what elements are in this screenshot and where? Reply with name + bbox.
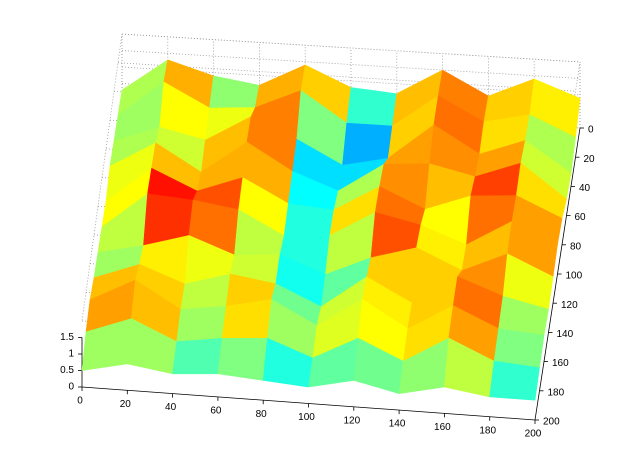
surface-patch [493,328,545,369]
y-tick-label: 200 [543,417,560,428]
x-tick-label: 200 [525,429,542,440]
x-tick-label: 40 [165,402,177,413]
x-tick-label: 0 [77,396,83,407]
x-tick-label: 160 [434,422,451,433]
z-tick-label: 0 [68,382,74,393]
surface-patch [489,360,540,401]
y-tick-label: 120 [561,300,578,311]
x-tick-label: 60 [210,406,222,417]
y-tick-label: 80 [570,241,582,252]
x-axis [81,386,536,421]
y-tick-label: 180 [548,387,565,398]
y-tick-label: 100 [566,271,583,282]
y-tick-label: 0 [588,125,594,136]
grid-line [117,62,576,92]
x-tick-label: 100 [298,412,315,423]
z-tick-label: 0.5 [60,365,74,376]
surface-patch [346,87,398,127]
y-tick-label: 160 [552,358,569,369]
x-tick-label: 120 [343,415,360,426]
x-tick-label: 20 [120,399,132,410]
x-tick-label: 140 [389,419,406,430]
surface-patch [176,305,227,343]
y-axis [534,127,581,421]
x-tick-label: 80 [256,409,268,420]
y-tick-label: 60 [575,212,587,223]
y-tick-label: 40 [579,183,591,194]
y-tick-label: 20 [584,154,596,165]
z-tick-label: 1 [68,349,74,360]
x-tick-label: 180 [479,425,496,436]
surface-patch [209,75,260,109]
surface-patch [217,337,268,381]
y-tick-label: 140 [557,329,574,340]
surface-patch [172,338,223,375]
z-tick-label: 1.5 [60,332,74,343]
